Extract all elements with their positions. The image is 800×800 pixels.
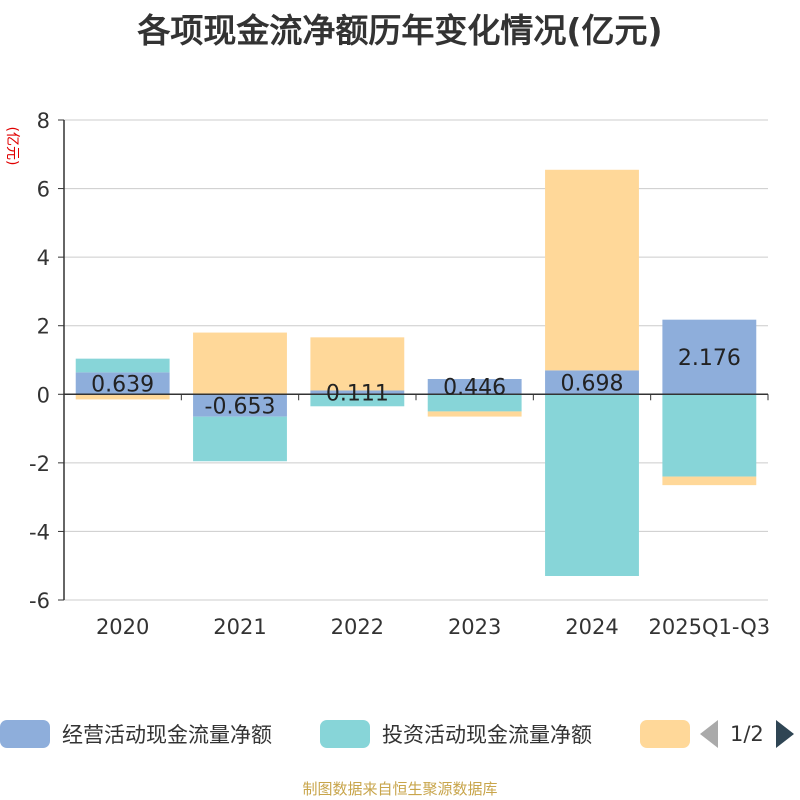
legend-item-financing[interactable] <box>640 716 690 752</box>
bar-operating <box>427 378 522 395</box>
bar-operating <box>193 394 287 417</box>
y-tick-label: 6 <box>37 178 50 202</box>
bar-investing <box>75 358 170 373</box>
y-tick-label: 0 <box>37 383 50 407</box>
bar-financing <box>75 394 170 400</box>
bar-financing <box>193 332 287 395</box>
data-label: 0.698 <box>561 371 624 396</box>
bar-operating <box>75 372 170 395</box>
data-label: 2.176 <box>678 346 741 371</box>
y-tick-label: 8 <box>37 109 50 133</box>
bar-financing <box>427 411 522 417</box>
x-tick-label: 2020 <box>96 615 149 639</box>
legend-label-investing: 投资活动现金流量净额 <box>382 723 592 747</box>
legend-item-investing[interactable]: 投资活动现金流量净额 <box>320 716 592 752</box>
data-label: 0.111 <box>326 381 389 406</box>
pager-next-icon[interactable] <box>775 720 794 748</box>
legend-swatch-operating <box>0 720 50 748</box>
y-tick-label: -4 <box>29 520 50 544</box>
legend-item-operating[interactable]: 经营活动现金流量净额 <box>0 716 272 752</box>
legend-label-operating: 经营活动现金流量净额 <box>62 723 272 747</box>
legend-pager: 1/2 <box>700 716 794 752</box>
legend: 经营活动现金流量净额 投资活动现金流量净额 <box>0 716 800 752</box>
x-tick-label: 2024 <box>565 615 618 639</box>
source-note: 制图数据来自恒生聚源数据库 <box>302 780 498 798</box>
legend-swatch-investing <box>320 720 370 748</box>
data-label: 0.446 <box>443 376 506 401</box>
bar-financing <box>310 337 405 391</box>
bar-operating <box>310 390 405 395</box>
pager-prev-icon[interactable] <box>700 720 718 748</box>
chart-title: 各项现金流净额历年变化情况(亿元) <box>137 11 663 50</box>
data-label: 0.639 <box>91 372 154 397</box>
x-tick-label: 2021 <box>213 615 266 639</box>
x-tick-label: 2025Q1-Q3 <box>649 615 771 639</box>
bar-investing <box>193 416 287 462</box>
legend-swatch-financing <box>640 720 690 748</box>
y-tick-label: -6 <box>29 589 50 613</box>
bar-investing <box>427 394 522 412</box>
bar-investing <box>662 394 757 477</box>
y-tick-label: 2 <box>37 315 50 339</box>
bar-financing <box>545 169 639 371</box>
bar-investing <box>310 394 405 407</box>
bar-financing <box>662 476 757 486</box>
data-label: -0.653 <box>205 394 276 419</box>
bar-operating <box>545 370 639 395</box>
y-tick-label: -2 <box>29 452 50 476</box>
y-tick-label: 4 <box>37 246 50 270</box>
x-tick-label: 2023 <box>448 615 501 639</box>
bar-operating <box>662 319 757 395</box>
bar-investing <box>545 394 639 576</box>
x-tick-label: 2022 <box>331 615 384 639</box>
y-axis-title: (亿元) <box>4 127 20 166</box>
pager-text: 1/2 <box>730 722 764 746</box>
